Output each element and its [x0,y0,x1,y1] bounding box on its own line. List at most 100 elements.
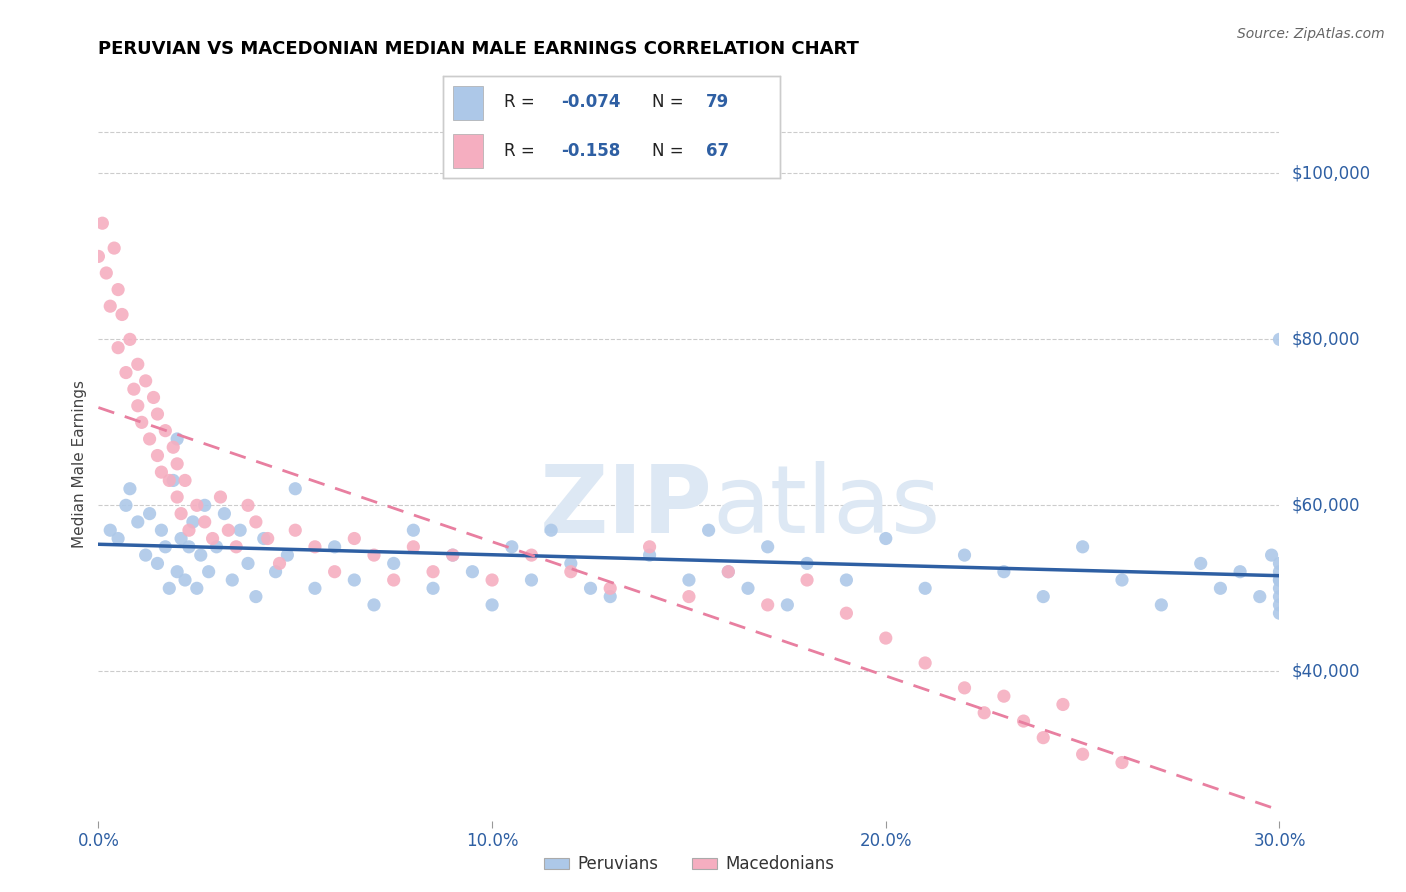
Point [98,523,121,537]
Point [1268,598,1291,612]
Point [131,415,153,429]
Point [993,565,1015,579]
Point [382,573,405,587]
Bar [453,135,484,168]
Text: N =: N = [652,142,689,161]
Point [142,391,165,405]
Point [225,540,247,554]
Point [194,499,217,513]
Point [441,548,464,562]
Point [186,499,208,513]
Point [1071,540,1094,554]
Text: 67: 67 [706,142,730,161]
Point [98,299,121,313]
Point [1249,590,1271,604]
Point [441,548,464,562]
Point [343,573,366,587]
Point [170,532,193,546]
Point [1052,698,1074,712]
Text: $40,000: $40,000 [1291,662,1360,681]
Point [560,557,582,571]
Point [155,540,177,554]
Point [127,399,149,413]
Point [343,532,366,546]
Point [269,557,291,571]
Point [1268,573,1291,587]
Point [256,532,278,546]
Text: atlas: atlas [713,460,941,553]
Point [599,582,621,596]
Text: N =: N = [652,93,689,111]
Point [155,424,177,438]
Point [245,590,267,604]
Point [236,499,259,513]
Point [796,557,818,571]
Point [107,283,129,297]
Point [276,548,298,562]
Point [205,540,228,554]
Point [579,582,602,596]
Point [146,407,169,421]
Point [150,465,173,479]
Point [201,532,224,546]
Point [520,573,543,587]
Point [481,598,503,612]
Point [253,532,276,546]
Point [914,656,936,670]
Point [214,507,236,521]
Point [1268,565,1291,579]
Point [461,565,484,579]
Point [599,590,621,604]
Point [190,548,212,562]
Point [1071,747,1094,762]
Point [1268,582,1291,596]
Point [217,523,239,537]
Point [835,606,858,620]
Point [284,523,307,537]
Point [796,573,818,587]
Point [1268,557,1291,571]
Point [135,548,157,562]
Point [1111,573,1133,587]
Point [678,573,700,587]
Point [1032,590,1054,604]
Text: $100,000: $100,000 [1291,164,1371,183]
Point [776,598,799,612]
Point [737,582,759,596]
Point [87,249,110,263]
Point [993,689,1015,703]
Point [111,308,134,322]
Point [181,515,204,529]
Point [835,573,858,587]
Point [717,565,740,579]
Point [1111,756,1133,770]
Text: $80,000: $80,000 [1291,330,1360,349]
Point [875,631,897,645]
Point [177,523,200,537]
Point [166,457,188,471]
Point [382,557,405,571]
Point [122,382,145,396]
Point [323,565,346,579]
Text: Source: ZipAtlas.com: Source: ZipAtlas.com [1237,27,1385,41]
Text: R =: R = [503,142,540,161]
Point [501,540,523,554]
Point [973,706,995,720]
Point [1260,548,1282,562]
Text: -0.074: -0.074 [561,93,620,111]
Point [146,449,169,463]
Point [157,474,180,488]
Point [177,540,200,554]
Point [422,582,444,596]
Point [91,216,114,230]
Point [118,482,141,496]
Point [127,357,149,371]
Point [166,432,188,446]
Point [127,515,149,529]
Point [284,482,307,496]
Legend: Peruvians, Macedonians: Peruvians, Macedonians [537,849,841,880]
Point [96,266,118,280]
Point [638,540,661,554]
Point [166,490,188,504]
Point [1012,714,1035,728]
